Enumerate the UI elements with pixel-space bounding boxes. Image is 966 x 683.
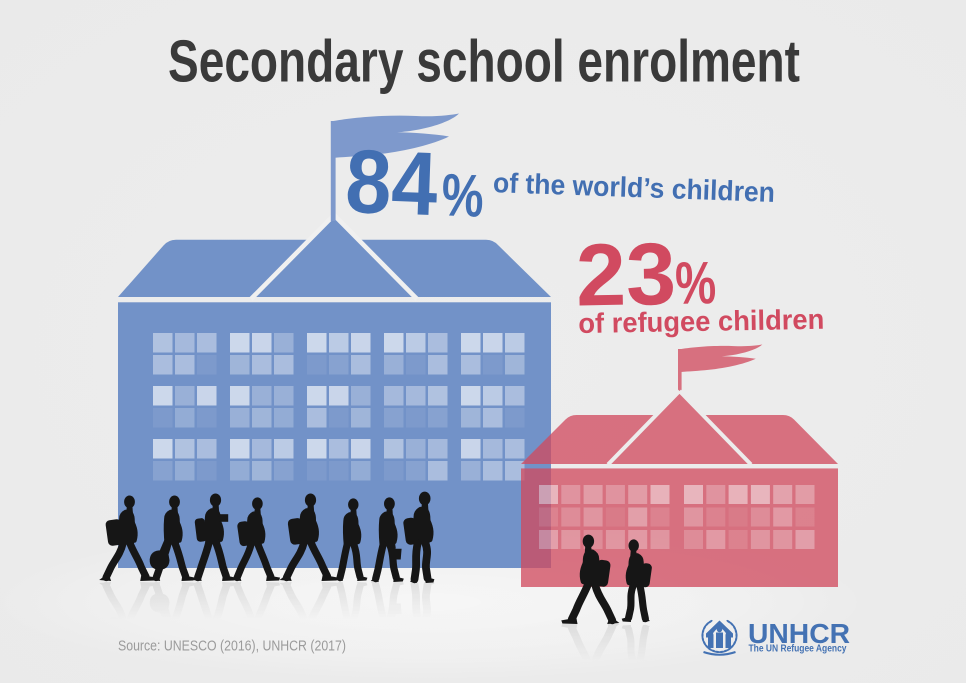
svg-text:The UN Refugee Agency: The UN Refugee Agency: [749, 644, 847, 655]
svg-text:of refugee children: of refugee children: [578, 304, 825, 339]
svg-text:Source: UNESCO (2016), UNHCR (: Source: UNESCO (2016), UNHCR (2017): [118, 639, 346, 655]
svg-text:%: %: [675, 249, 717, 317]
svg-text:UNHCR: UNHCR: [748, 618, 850, 649]
svg-text:23: 23: [575, 224, 677, 325]
svg-text:%: %: [440, 161, 484, 229]
svg-text:Secondary school enrolment: Secondary school enrolment: [168, 28, 800, 95]
svg-text:84: 84: [344, 132, 439, 235]
